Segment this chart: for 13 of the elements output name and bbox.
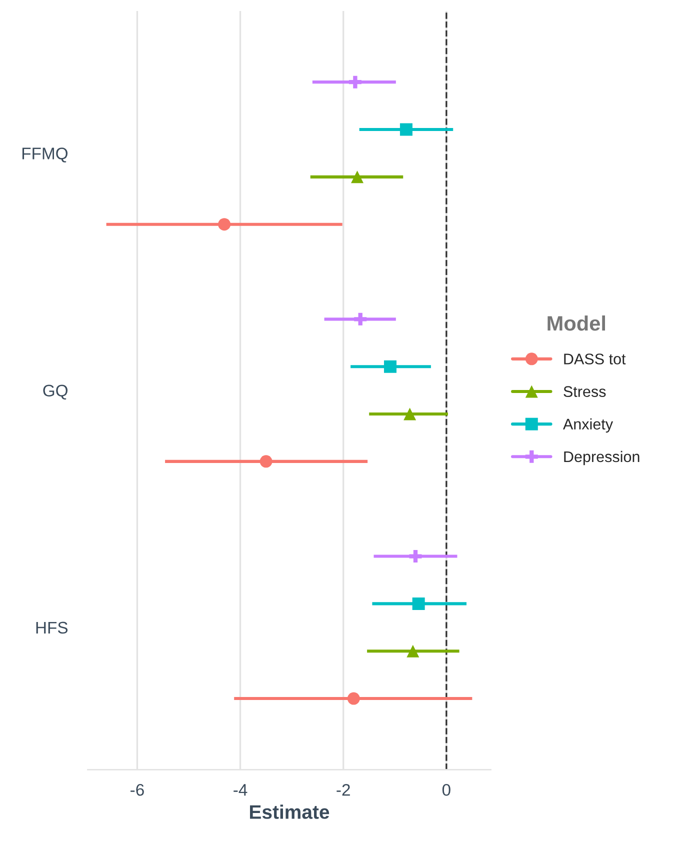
x-tick-label: -4 bbox=[234, 784, 248, 796]
y-tick-label: HFS bbox=[36, 622, 68, 634]
x-tick-label: -6 bbox=[130, 784, 144, 796]
legend-label: DASS tot bbox=[564, 354, 626, 364]
legend-label: Stress bbox=[564, 386, 606, 397]
x-tick-label: -2 bbox=[336, 784, 350, 796]
legend-label: Depression bbox=[564, 450, 640, 466]
x-tick-label: 0 bbox=[442, 784, 450, 796]
legend-title: Model bbox=[548, 315, 605, 331]
x-axis-title: Estimate bbox=[250, 804, 330, 819]
legend-label: Anxiety bbox=[562, 418, 614, 433]
y-tick-label: GQ bbox=[43, 384, 68, 400]
y-tick-label: FFMQ bbox=[22, 148, 68, 162]
